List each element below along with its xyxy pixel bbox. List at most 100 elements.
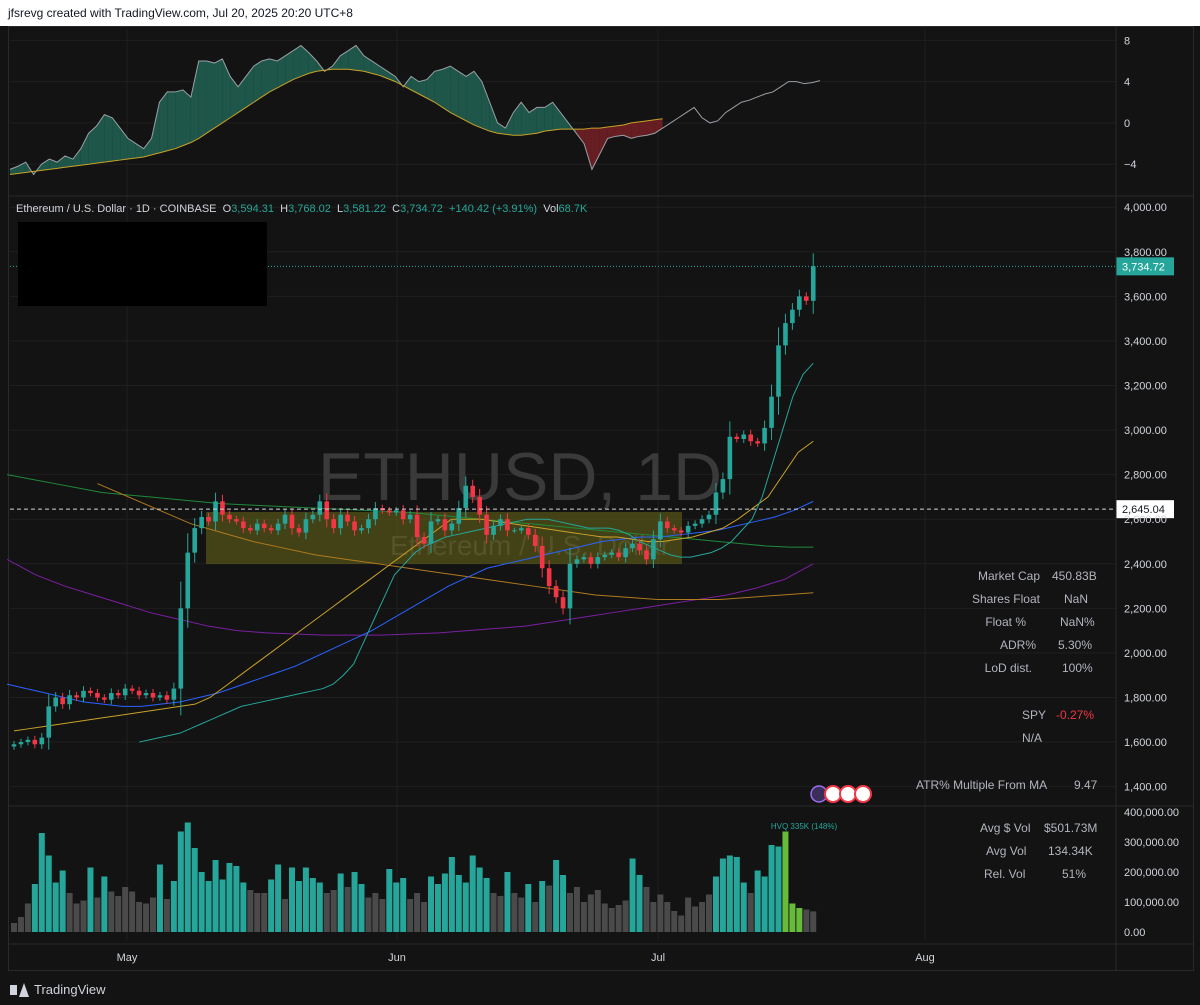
oscillator-fill [57, 155, 66, 169]
candle [60, 692, 65, 709]
candle-body [526, 528, 531, 535]
volume-bar [191, 848, 198, 932]
candle [268, 524, 274, 534]
oscillator-fill [607, 126, 616, 139]
tradingview-logo[interactable]: TradingView [10, 982, 106, 997]
oscillator-fill [450, 66, 459, 117]
oscillator-fill [222, 58, 231, 123]
oscillator-fill [112, 117, 121, 162]
volume-bar [441, 873, 448, 932]
volume-bar [539, 881, 546, 932]
candle [192, 518, 197, 563]
volume-tick: 0.00 [1124, 927, 1145, 939]
candle-body [505, 519, 510, 531]
volume-bar [587, 894, 594, 932]
us-flag-icon [839, 785, 857, 803]
volume-bar [643, 887, 650, 932]
candle [637, 539, 642, 556]
volume-bar [143, 903, 150, 932]
candle [470, 479, 475, 503]
volume-bar [261, 893, 268, 932]
volume-bar [156, 864, 163, 932]
event-icons[interactable] [810, 785, 872, 803]
oscillator-axis: 8 4 0 −4 [1124, 35, 1137, 171]
volume-bar [316, 882, 323, 932]
candle-body [428, 521, 434, 544]
volume-bar [518, 897, 525, 932]
volume-bar [80, 900, 87, 932]
candle-body [574, 559, 580, 564]
candle [581, 553, 587, 563]
candle [164, 691, 170, 704]
volume-bar [344, 887, 351, 932]
volume-bar [212, 860, 219, 932]
candle [248, 524, 253, 534]
volume-bar [448, 857, 455, 932]
moving-averages [6, 362, 814, 743]
volume-bar [31, 884, 38, 932]
attribution-bar: jfsrevg created with TradingView.com, Ju… [0, 0, 1200, 26]
candle-body [623, 548, 628, 558]
candle-body [387, 510, 392, 513]
candle-body [685, 525, 691, 533]
candle [393, 506, 399, 516]
chart-frame [8, 26, 1194, 971]
candle [609, 549, 614, 559]
candle-body [630, 543, 635, 549]
level-label: 2,645.04 [1122, 504, 1165, 516]
oscillator-fill [127, 138, 136, 160]
volume-bar [678, 915, 685, 932]
candle [428, 512, 434, 554]
volume-bar [511, 893, 518, 932]
candle-body [699, 519, 705, 524]
volume-bar [560, 875, 567, 932]
volume-bar [386, 869, 393, 932]
volume-bar [59, 870, 66, 932]
oscillator-fill [269, 58, 278, 92]
candle-body [512, 530, 517, 532]
oscillator-tick: 0 [1124, 118, 1130, 130]
candle-body [171, 688, 177, 700]
volume-bar [205, 881, 212, 932]
oscillator-fill [261, 58, 270, 98]
volume-bar [11, 923, 17, 932]
price-tick: 1,400.00 [1124, 782, 1167, 794]
volume-tick: 200,000.00 [1124, 867, 1179, 879]
volume-bar [455, 875, 462, 932]
volume-bar [706, 894, 712, 932]
candle-body [261, 523, 267, 529]
candle-body [498, 519, 503, 526]
candle-body [206, 516, 211, 522]
candle [136, 686, 142, 700]
volume-bar [407, 899, 414, 932]
candle-body [532, 534, 538, 546]
candle-body [241, 521, 246, 529]
candle-body [18, 742, 24, 745]
candle-body [366, 519, 371, 529]
oscillator-fill [418, 79, 427, 99]
candle-body [88, 690, 93, 694]
candle-body [616, 552, 621, 558]
candle-body [581, 557, 587, 560]
candle-body [234, 519, 239, 522]
volume-bar [309, 878, 316, 932]
volume-bar [601, 903, 608, 932]
candle-body [199, 516, 204, 529]
candle-body [713, 492, 719, 515]
candle [359, 524, 364, 534]
candle [129, 685, 135, 695]
candle [310, 510, 316, 524]
candle-body [248, 528, 253, 531]
chart-canvas[interactable]: 8 4 0 −4 ETHUSD, 1D Ethereum / U.S. Dollar … [0, 0, 1200, 975]
oscillator-fill [230, 76, 239, 118]
volume-bar [573, 887, 580, 932]
candle [442, 513, 448, 537]
candle [407, 510, 413, 524]
candle-body [797, 296, 802, 310]
volume-bar [490, 893, 497, 932]
volume-bar [657, 894, 664, 932]
price-levels: 3,734.72 2,645.04 [10, 257, 1174, 519]
candle-body [602, 554, 608, 558]
candle-body [192, 528, 197, 553]
candle-body [11, 744, 17, 747]
